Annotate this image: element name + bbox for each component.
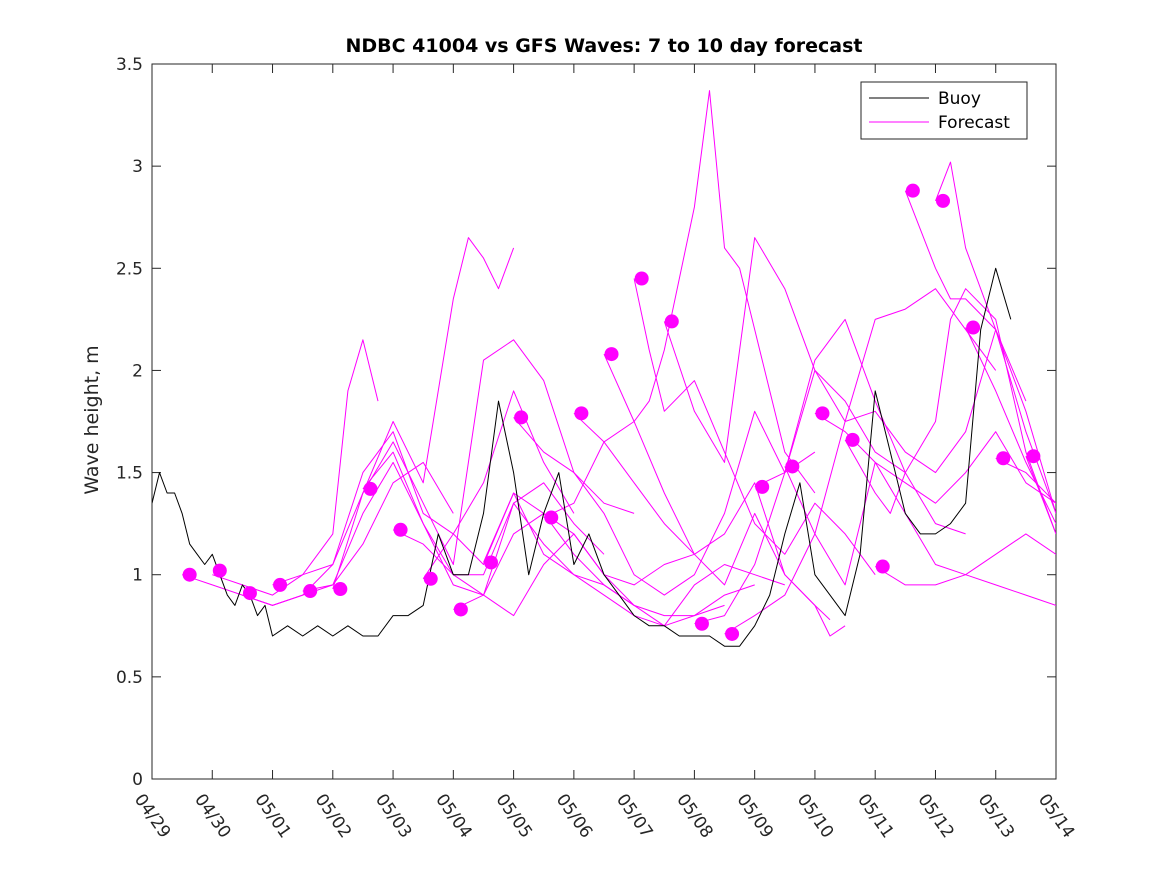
forecast-series-line — [904, 190, 1056, 514]
y-tick-label: 2.5 — [116, 259, 143, 279]
forecast-marker — [1026, 449, 1041, 464]
forecast-series-line — [784, 461, 1056, 606]
plot-area — [151, 63, 1057, 780]
y-tick-labels: 0 0.5 1 1.5 2 2.5 3 3.5 — [116, 55, 143, 790]
forecast-series-line — [1025, 456, 1056, 535]
forecast-series-line — [663, 237, 906, 474]
legend-buoy-label: Buoy — [938, 89, 981, 109]
forecast-marker — [815, 406, 830, 421]
forecast-series-line — [362, 451, 635, 606]
forecast-series-line — [392, 529, 695, 617]
y-tick-label: 1 — [132, 566, 143, 586]
forecast-marker — [423, 571, 438, 586]
y-tick-label: 2 — [132, 361, 143, 381]
y-axis-label: Wave height, m — [81, 345, 103, 494]
forecast-marker — [303, 584, 318, 599]
series-group — [152, 90, 1056, 647]
forecast-marker — [694, 616, 709, 631]
forecast-marker — [393, 522, 408, 537]
forecast-series-line — [935, 161, 1056, 514]
forecast-marker — [182, 567, 197, 582]
forecast-marker — [363, 481, 378, 496]
forecast-marker — [484, 555, 498, 570]
forecast-marker — [242, 586, 257, 601]
forecast-series-line — [874, 533, 1056, 586]
forecast-series-line — [965, 327, 1056, 524]
forecast-marker — [514, 410, 529, 425]
forecast-marker — [333, 582, 348, 597]
y-tick-label: 0.5 — [116, 668, 143, 688]
y-tick-label: 3.5 — [116, 55, 143, 75]
buoy-series-line — [152, 267, 1012, 647]
forecast-marker — [212, 563, 227, 578]
forecast-series-line — [844, 288, 1056, 535]
chart-title: NDBC 41004 vs GFS Waves: 7 to 10 day for… — [345, 35, 862, 57]
forecast-series-line — [754, 329, 1027, 488]
forecast-marker — [634, 271, 649, 286]
forecast-series-line — [573, 412, 846, 637]
forecast-marker — [453, 602, 468, 617]
forecast-marker — [785, 459, 800, 474]
forecast-series-line — [724, 288, 997, 635]
forecast-marker — [936, 193, 950, 208]
forecast-series-line — [694, 318, 966, 625]
forecast-marker — [664, 314, 679, 329]
forecast-marker — [875, 559, 890, 574]
y-tick-label: 1.5 — [116, 464, 143, 484]
forecast-marker — [725, 626, 740, 641]
forecast-series-line — [513, 410, 816, 596]
forecast-marker — [755, 479, 770, 494]
forecast-marker — [273, 577, 288, 592]
forecast-marker — [604, 347, 619, 362]
forecast-series-line — [633, 278, 876, 575]
legend: Buoy Forecast — [860, 81, 1028, 140]
forecast-series-line — [242, 237, 515, 606]
forecast-marker — [544, 510, 559, 525]
forecast-marker — [996, 451, 1011, 466]
forecast-marker — [966, 320, 981, 335]
forecast-series-line — [603, 90, 816, 494]
y-tick-label: 3 — [132, 157, 143, 177]
legend-forecast-label: Forecast — [938, 113, 1010, 133]
forecast-marker — [905, 183, 920, 198]
forecast-marker — [574, 406, 589, 421]
forecast-marker — [845, 432, 860, 447]
legend-box — [860, 81, 1028, 140]
y-tick-label: 0 — [132, 770, 143, 790]
axes-box — [151, 63, 1057, 780]
